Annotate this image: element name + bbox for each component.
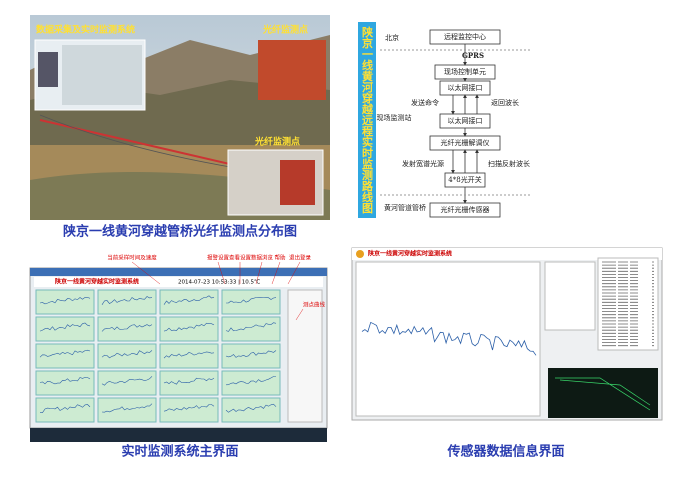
sensor-panel	[35, 397, 95, 423]
site-label: 现场监测站	[377, 113, 412, 122]
sensor-panel	[35, 289, 95, 315]
edge-label: 返回波长	[491, 98, 519, 107]
sensor-curve	[39, 377, 91, 385]
edge-label: 扫描反射波长	[488, 159, 530, 168]
edge-label: GPRS	[462, 51, 484, 60]
sensor-panel	[159, 343, 219, 369]
annotation: 当前采样时间及速度	[107, 254, 157, 262]
site-label: 黄河管道管桥	[384, 203, 426, 212]
node-label: 以太网接口	[448, 116, 483, 125]
node-label: 光纤光栅传感器	[441, 205, 490, 214]
node-label: 现场控制单元	[444, 67, 486, 76]
sensor-curve	[39, 349, 91, 358]
annotation: 帮助	[274, 254, 286, 262]
sensor-panel	[159, 289, 219, 315]
route-diagram: 陕京一线黄河穿越远程实时监测路线图 远程监控中心现场控制单元以太网接口以太网接口…	[358, 22, 530, 218]
site-label: 北京	[385, 33, 399, 42]
annotation: 数据浏览	[251, 254, 274, 262]
sensor-curve	[101, 296, 153, 305]
sensor-curve	[163, 377, 215, 385]
edge-label: 发射宽谱光源	[402, 159, 444, 168]
sensor-curve	[225, 376, 276, 386]
leader	[287, 261, 301, 285]
photo-panel: 数据采集及实时监测系统 光纤监测点 光纤监测点 陕京一线黄河穿越管桥光纤监测点分…	[30, 15, 330, 240]
sensor-curve	[225, 350, 277, 358]
sensor-panel	[97, 370, 157, 396]
sensor-curve	[163, 322, 215, 332]
annotation: 报警设置	[207, 254, 230, 262]
sensor-panel	[221, 289, 281, 315]
leader	[295, 308, 304, 321]
sensor-panel	[35, 343, 95, 369]
sensor-panel	[35, 370, 95, 396]
annotation: 查看设置	[229, 254, 252, 262]
leader	[255, 261, 263, 285]
sensor-curve	[101, 376, 153, 386]
sensor-curve	[39, 297, 91, 305]
sensor-curve	[225, 403, 277, 413]
leader	[131, 261, 161, 285]
diagram-title: 陕京一线黄河穿越远程实时监测路线图	[361, 25, 375, 214]
window-title: 陕京一线黄河穿越实时监测系统	[55, 278, 139, 286]
sensor-ui: 陕京一线黄河穿越实时监测系统 传感器数据信息界面	[351, 247, 663, 460]
sensor-curve	[225, 322, 277, 332]
sensor-panel	[221, 316, 281, 342]
sensor-curve	[101, 350, 153, 359]
edge-label: 发送命令	[411, 98, 439, 107]
node-label: 以太网接口	[448, 83, 483, 92]
node-label: 远程监控中心	[444, 32, 486, 41]
timestamp: 2014-07-23 10:53:33 | 10.5℃	[178, 279, 260, 286]
node-label: 4*8光开关	[448, 175, 481, 184]
sensor-panel	[97, 343, 157, 369]
sensor-panel	[159, 316, 219, 342]
annotation: 退出登录	[289, 254, 312, 262]
sensor-panel	[221, 370, 281, 396]
sensor-curve	[163, 295, 215, 305]
caption: 实时监测系统主界面	[121, 444, 238, 460]
sensor-curve	[39, 404, 91, 414]
sensor-curve	[163, 404, 215, 412]
sensor-panel	[221, 397, 281, 423]
sensor-curve	[101, 324, 153, 332]
sensor-panel	[35, 316, 95, 342]
sensor-panel	[159, 397, 219, 423]
leader	[217, 261, 226, 285]
photo-label: 数据采集及实时监测系统	[36, 24, 135, 36]
sensor-curve	[163, 351, 215, 359]
photo-label: 光纤监测点	[254, 136, 300, 148]
window-title: 陕京一线黄河穿越实时监测系统	[368, 250, 452, 258]
sensor-panel	[97, 289, 157, 315]
side-panel	[287, 289, 323, 423]
sensor-panel	[97, 397, 157, 423]
annotation: 测点曲线	[303, 301, 326, 309]
sensor-curve	[101, 403, 153, 413]
caption: 传感器数据信息界面	[446, 444, 564, 460]
caption: 陕京一线黄河穿越管桥光纤监测点分布图	[63, 224, 297, 240]
sensor-curve	[39, 322, 91, 332]
sensor-curve	[225, 297, 277, 304]
node-label: 光纤光栅解调仪	[441, 138, 490, 147]
main-ui: 陕京一线黄河穿越实时监测系统 2014-07-23 10:53:33 | 10.…	[29, 254, 328, 460]
leader	[271, 261, 281, 285]
photo-label: 光纤监测点	[262, 24, 308, 36]
